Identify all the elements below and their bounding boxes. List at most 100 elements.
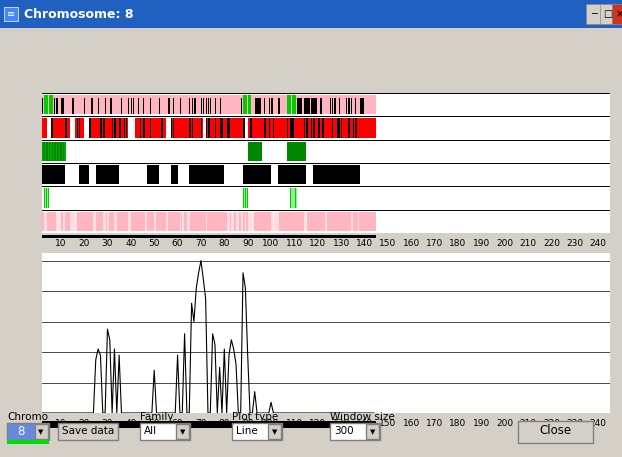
Bar xyxy=(208,118,210,138)
Text: Close: Close xyxy=(539,424,571,437)
Text: Family: Family xyxy=(140,412,174,422)
Text: 300: 300 xyxy=(334,426,354,436)
Bar xyxy=(313,118,315,138)
FancyBboxPatch shape xyxy=(140,423,190,440)
Bar xyxy=(129,212,131,231)
Text: All: All xyxy=(144,426,157,436)
Bar xyxy=(45,142,46,161)
Bar xyxy=(290,118,292,138)
Bar xyxy=(208,98,209,114)
Bar xyxy=(180,98,181,114)
Bar xyxy=(355,118,356,138)
Bar xyxy=(222,118,223,138)
Bar xyxy=(264,98,265,114)
Bar xyxy=(311,98,312,114)
Bar xyxy=(586,4,602,24)
Bar xyxy=(56,212,59,231)
Bar xyxy=(250,212,253,231)
FancyBboxPatch shape xyxy=(268,424,281,439)
FancyBboxPatch shape xyxy=(7,423,49,440)
Bar xyxy=(189,165,225,184)
Bar xyxy=(112,118,113,138)
Text: Plot type: Plot type xyxy=(232,412,278,422)
Bar xyxy=(154,212,156,231)
FancyBboxPatch shape xyxy=(330,423,380,440)
Text: ▼: ▼ xyxy=(370,429,376,435)
Bar xyxy=(52,118,53,138)
Bar xyxy=(48,142,49,161)
Bar xyxy=(243,165,271,184)
FancyBboxPatch shape xyxy=(58,423,118,440)
Bar xyxy=(358,212,360,231)
Bar xyxy=(170,165,177,184)
Bar xyxy=(42,165,610,184)
Bar xyxy=(304,118,305,138)
Bar xyxy=(245,118,248,138)
Bar xyxy=(304,98,305,114)
Bar xyxy=(206,118,207,138)
Bar xyxy=(114,118,116,138)
Bar xyxy=(63,98,64,114)
Bar xyxy=(108,212,109,231)
Bar xyxy=(348,118,350,138)
Bar xyxy=(292,118,294,138)
Bar xyxy=(206,212,207,231)
Bar xyxy=(612,4,622,24)
Bar xyxy=(147,165,159,184)
Bar xyxy=(192,118,193,138)
FancyBboxPatch shape xyxy=(176,424,189,439)
Bar xyxy=(42,118,376,138)
Bar xyxy=(189,98,190,114)
Bar xyxy=(177,98,179,114)
Bar xyxy=(343,118,345,138)
Bar xyxy=(320,98,322,114)
Bar xyxy=(203,118,205,138)
Bar xyxy=(80,165,89,184)
Bar xyxy=(129,118,136,138)
Bar xyxy=(124,118,125,138)
Bar xyxy=(62,142,63,161)
Bar xyxy=(72,212,76,231)
Bar xyxy=(140,118,141,138)
Bar xyxy=(229,118,230,138)
Bar xyxy=(75,212,77,231)
FancyBboxPatch shape xyxy=(518,421,593,442)
Bar xyxy=(201,98,202,114)
Bar xyxy=(56,98,58,114)
Bar xyxy=(65,118,67,138)
Bar xyxy=(226,212,230,231)
Text: ×: × xyxy=(616,9,622,19)
Bar xyxy=(332,98,333,114)
Bar xyxy=(138,98,139,114)
Bar xyxy=(44,188,49,207)
Bar xyxy=(215,118,216,138)
Bar xyxy=(269,98,270,114)
Bar xyxy=(241,212,243,231)
Bar xyxy=(292,95,295,114)
Bar xyxy=(313,165,360,184)
Text: Chromo: Chromo xyxy=(7,412,48,422)
Bar xyxy=(254,98,257,114)
Bar xyxy=(220,98,221,114)
Bar xyxy=(42,95,376,114)
Bar xyxy=(187,212,190,231)
Bar xyxy=(91,98,93,114)
Bar xyxy=(49,95,52,114)
Bar xyxy=(42,212,610,231)
Bar xyxy=(42,235,376,238)
Bar xyxy=(126,118,127,138)
Text: Line: Line xyxy=(236,426,258,436)
Bar xyxy=(600,4,616,24)
Bar xyxy=(84,118,89,138)
Bar xyxy=(100,118,102,138)
Bar xyxy=(341,118,342,138)
Bar xyxy=(77,118,78,138)
Bar xyxy=(274,212,276,231)
Bar xyxy=(203,98,204,114)
Bar xyxy=(42,165,376,184)
Text: ▼: ▼ xyxy=(180,429,186,435)
Bar xyxy=(299,98,300,114)
Text: Save data: Save data xyxy=(62,426,114,436)
Bar xyxy=(245,188,246,207)
Bar xyxy=(42,212,376,231)
